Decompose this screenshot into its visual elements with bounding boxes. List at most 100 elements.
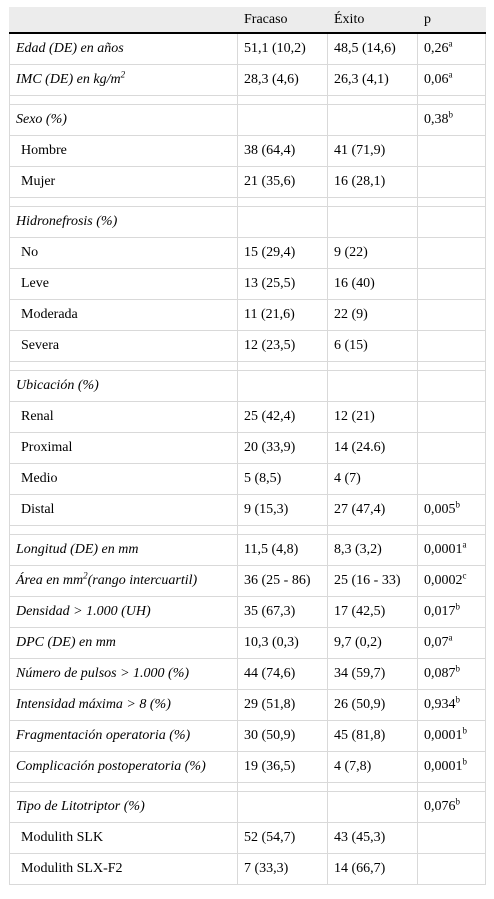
p-value-superscript: b [455, 601, 461, 612]
row-label-text: Número de pulsos > 1.000 (%) [16, 666, 190, 681]
p-value-text: 0,26 [424, 41, 449, 56]
row-label: Proximal [9, 432, 238, 464]
header-fracaso: Fracaso [237, 7, 328, 34]
table-row: Modulith SLX-F2 7 (33,3) 14 (66,7) [9, 853, 486, 885]
p-value-cell [417, 432, 486, 464]
row-label: Edad (DE) en años [9, 32, 238, 65]
spacer-row [9, 95, 486, 105]
fracaso-cell: 35 (67,3) [237, 596, 328, 628]
row-label: Intensidad máxima > 8 (%) [9, 689, 238, 721]
exito-cell: 41 (71,9) [327, 135, 418, 167]
p-value-superscript: c [462, 570, 467, 581]
spacer-row [9, 525, 486, 535]
fracaso-cell: 12 (23,5) [237, 330, 328, 362]
spacer-cell [237, 361, 328, 371]
fracaso-cell: 38 (64,4) [237, 135, 328, 167]
exito-cell: 43 (45,3) [327, 822, 418, 854]
p-value-cell [417, 299, 486, 331]
exito-cell: 48,5 (14,6) [327, 32, 418, 65]
row-label-text: Longitud (DE) en mm [16, 542, 139, 557]
p-value-superscript: b [455, 499, 461, 510]
p-value-cell: 0,0002c [417, 565, 486, 597]
exito-cell: 9 (22) [327, 237, 418, 269]
row-label: Hidronefrosis (%) [9, 206, 238, 238]
exito-cell: 4 (7,8) [327, 751, 418, 783]
exito-cell: 16 (28,1) [327, 166, 418, 198]
table-row: Medio 5 (8,5) 4 (7) [9, 463, 486, 495]
exito-cell: 45 (81,8) [327, 720, 418, 752]
fracaso-cell [237, 791, 328, 823]
p-value-cell [417, 330, 486, 362]
header-variable [9, 7, 238, 34]
row-label-text: Edad (DE) en años [16, 41, 124, 56]
p-value-text: 0,0001 [424, 542, 463, 557]
fracaso-cell: 29 (51,8) [237, 689, 328, 721]
row-label-text: DPC (DE) en mm [16, 635, 116, 650]
fracaso-cell: 5 (8,5) [237, 463, 328, 495]
p-value-cell [417, 370, 486, 402]
table-row: Fragmentación operatoria (%) 30 (50,9) 45 … [9, 720, 486, 752]
spacer-cell [237, 95, 328, 105]
p-value-superscript: a [448, 38, 453, 49]
fracaso-cell: 19 (36,5) [237, 751, 328, 783]
p-value-cell: 0,0001b [417, 751, 486, 783]
fracaso-cell: 28,3 (4,6) [237, 64, 328, 96]
row-label-text: Área en mm [16, 573, 84, 588]
fracaso-cell: 20 (33,9) [237, 432, 328, 464]
p-value-text: 0,38 [424, 112, 449, 127]
row-label-text: Proximal [21, 440, 73, 455]
header-row: Fracaso Éxito p [9, 7, 486, 34]
p-value-superscript: b [462, 725, 468, 736]
p-value-text: 0,06 [424, 72, 449, 87]
exito-cell: 26,3 (4,1) [327, 64, 418, 96]
row-label: Renal [9, 401, 238, 433]
p-value-superscript: b [455, 796, 461, 807]
p-value-cell [417, 822, 486, 854]
p-value-text: 0,0002 [424, 573, 463, 588]
table-row: Tipo de Litotriptor (%) 0,076b [9, 791, 486, 823]
spacer-cell [9, 95, 238, 105]
exito-cell: 8,3 (3,2) [327, 534, 418, 566]
spacer-cell [417, 361, 486, 371]
p-value-cell [417, 853, 486, 885]
p-value-cell: 0,087b [417, 658, 486, 690]
table-row: Leve 13 (25,5) 16 (40) [9, 268, 486, 300]
table-row: Área en mm2(rango intercuartil) 36 (25 - … [9, 565, 486, 597]
p-value-text: 0,0001 [424, 759, 463, 774]
spacer-cell [417, 525, 486, 535]
row-label: No [9, 237, 238, 269]
fracaso-cell: 11,5 (4,8) [237, 534, 328, 566]
spacer-cell [237, 782, 328, 792]
row-label-text: Moderada [21, 307, 78, 322]
p-value-cell [417, 237, 486, 269]
p-value-cell: 0,07a [417, 627, 486, 659]
exito-cell: 27 (47,4) [327, 494, 418, 526]
p-value-superscript: a [448, 69, 453, 80]
table-row: IMC (DE) en kg/m2 28,3 (4,6) 26,3 (4,1) 0,0… [9, 64, 486, 96]
row-label: Número de pulsos > 1.000 (%) [9, 658, 238, 690]
spacer-row [9, 197, 486, 207]
row-label-text: Intensidad máxima > 8 (%) [16, 697, 171, 712]
row-label: Modulith SLX-F2 [9, 853, 238, 885]
row-label: Fragmentación operatoria (%) [9, 720, 238, 752]
spacer-cell [327, 95, 418, 105]
spacer-cell [327, 782, 418, 792]
table-row: Sexo (%) 0,38b [9, 104, 486, 136]
p-value-text: 0,087 [424, 666, 456, 681]
p-value-cell [417, 401, 486, 433]
exito-cell: 34 (59,7) [327, 658, 418, 690]
fracaso-cell: 30 (50,9) [237, 720, 328, 752]
p-value-cell: 0,26a [417, 32, 486, 65]
exito-cell: 14 (24.6) [327, 432, 418, 464]
p-value-text: 0,076 [424, 799, 456, 814]
row-label: Densidad > 1.000 (UH) [9, 596, 238, 628]
table-row: Distal 9 (15,3) 27 (47,4) 0,005b [9, 494, 486, 526]
row-label: Ubicación (%) [9, 370, 238, 402]
row-label: Moderada [9, 299, 238, 331]
fracaso-cell: 10,3 (0,3) [237, 627, 328, 659]
p-value-cell: 0,38b [417, 104, 486, 136]
fracaso-cell: 15 (29,4) [237, 237, 328, 269]
fracaso-cell [237, 206, 328, 238]
row-label: Modulith SLK [9, 822, 238, 854]
fracaso-cell: 21 (35,6) [237, 166, 328, 198]
